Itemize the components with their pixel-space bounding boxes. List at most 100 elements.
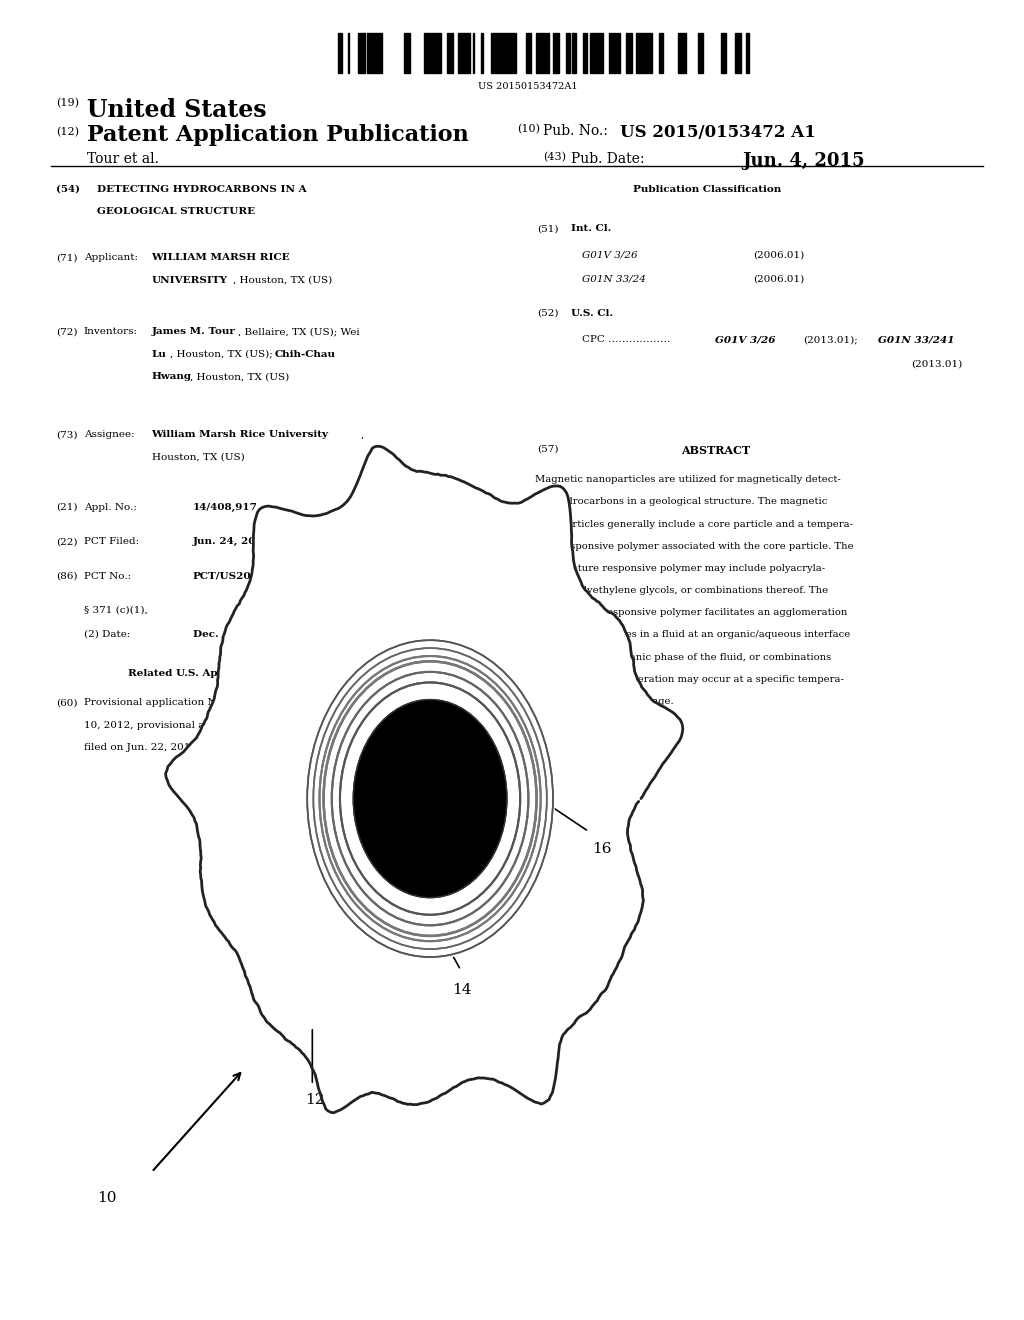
- Text: Jun. 24, 2013: Jun. 24, 2013: [193, 537, 270, 546]
- Bar: [378, 33, 382, 73]
- Text: (19): (19): [56, 98, 79, 108]
- Circle shape: [305, 638, 555, 960]
- Bar: [659, 33, 664, 73]
- Bar: [496, 33, 499, 73]
- Text: temperature responsive polymer facilitates an agglomeration: temperature responsive polymer facilitat…: [535, 609, 847, 618]
- Bar: [590, 33, 596, 73]
- Bar: [609, 33, 611, 73]
- Text: (2) Date:: (2) Date:: [84, 630, 130, 639]
- Text: Houston, TX (US): Houston, TX (US): [152, 453, 245, 462]
- Text: Int. Cl.: Int. Cl.: [571, 224, 611, 234]
- Bar: [427, 33, 432, 73]
- Text: 10: 10: [97, 1191, 117, 1205]
- Bar: [697, 33, 700, 73]
- Text: 14/408,917: 14/408,917: [193, 503, 257, 512]
- Bar: [499, 33, 504, 73]
- Text: William Marsh Rice University: William Marsh Rice University: [152, 430, 329, 440]
- Bar: [678, 33, 681, 73]
- Text: Assignee:: Assignee:: [84, 430, 134, 440]
- Bar: [700, 33, 703, 73]
- Bar: [504, 33, 510, 73]
- Text: (21): (21): [56, 503, 78, 512]
- Text: 16: 16: [592, 842, 611, 857]
- Text: Applicant:: Applicant:: [84, 253, 138, 263]
- Text: Appl. No.:: Appl. No.:: [84, 503, 137, 512]
- Bar: [338, 33, 342, 73]
- Text: (2013.01);: (2013.01);: [803, 335, 857, 345]
- Bar: [364, 33, 366, 73]
- Text: (73): (73): [56, 430, 78, 440]
- Bar: [735, 33, 738, 73]
- Bar: [636, 33, 642, 73]
- Text: 12: 12: [305, 1093, 325, 1107]
- Bar: [432, 33, 438, 73]
- Text: Lu: Lu: [152, 350, 167, 359]
- Bar: [467, 33, 470, 73]
- Bar: [492, 33, 496, 73]
- Text: US 2015/0153472 A1: US 2015/0153472 A1: [620, 124, 815, 141]
- Bar: [424, 33, 427, 73]
- Bar: [617, 33, 621, 73]
- Text: Chih-Chau: Chih-Chau: [274, 350, 336, 359]
- Text: ture responsive polymer associated with the core particle. The: ture responsive polymer associated with …: [535, 541, 853, 550]
- Bar: [626, 33, 632, 73]
- Bar: [543, 33, 549, 73]
- Text: Inventors:: Inventors:: [84, 327, 138, 337]
- Text: PCT/US2013/047425: PCT/US2013/047425: [193, 572, 312, 581]
- Text: Hwang: Hwang: [152, 372, 191, 381]
- Text: , Houston, TX (US);: , Houston, TX (US);: [170, 350, 272, 359]
- Text: GEOLOGICAL STRUCTURE: GEOLOGICAL STRUCTURE: [97, 207, 255, 216]
- Text: (10): (10): [517, 124, 540, 135]
- Text: ing hydrocarbons in a geological structure. The magnetic: ing hydrocarbons in a geological structu…: [535, 498, 827, 507]
- Bar: [613, 33, 616, 73]
- Text: (52): (52): [538, 309, 559, 318]
- Bar: [724, 33, 726, 73]
- Bar: [681, 33, 686, 73]
- Text: (22): (22): [56, 537, 78, 546]
- Text: (54): (54): [56, 185, 80, 194]
- Bar: [358, 33, 364, 73]
- Bar: [460, 33, 461, 73]
- Bar: [438, 33, 441, 73]
- Text: 14: 14: [453, 983, 472, 998]
- Bar: [646, 33, 652, 73]
- Polygon shape: [166, 446, 683, 1113]
- Circle shape: [342, 685, 518, 912]
- Text: Publication Classification: Publication Classification: [633, 185, 781, 194]
- Bar: [553, 33, 559, 73]
- Text: (57): (57): [538, 445, 559, 454]
- Text: Provisional application No. 61/681,743, filed on Aug.: Provisional application No. 61/681,743, …: [84, 698, 362, 708]
- Text: (51): (51): [538, 224, 559, 234]
- Text: , Houston, TX (US): , Houston, TX (US): [190, 372, 290, 381]
- Bar: [403, 33, 410, 73]
- Text: (86): (86): [56, 572, 78, 581]
- Text: US 20150153472A1: US 20150153472A1: [477, 82, 578, 91]
- Bar: [536, 33, 539, 73]
- Text: WILLIAM MARSH RICE: WILLIAM MARSH RICE: [152, 253, 290, 263]
- Text: G01N 33/24: G01N 33/24: [582, 275, 645, 284]
- Text: , Houston, TX (US): , Houston, TX (US): [233, 276, 333, 285]
- Text: of the nanoparticles in a fluid at an organic/aqueous interface: of the nanoparticles in a fluid at an or…: [535, 631, 850, 639]
- Bar: [481, 33, 482, 73]
- Text: G01V 3/26: G01V 3/26: [715, 335, 775, 345]
- Text: (2006.01): (2006.01): [753, 275, 804, 284]
- Bar: [746, 33, 750, 73]
- Text: Tour et al.: Tour et al.: [87, 152, 159, 166]
- Text: Jun. 4, 2015: Jun. 4, 2015: [742, 152, 865, 170]
- Text: ABSTRACT: ABSTRACT: [681, 445, 751, 455]
- Text: ,: ,: [360, 430, 364, 440]
- Bar: [566, 33, 570, 73]
- Text: PCT Filed:: PCT Filed:: [84, 537, 139, 546]
- Text: PCT No.:: PCT No.:: [84, 572, 131, 581]
- Text: filed on Jun. 22, 2012.: filed on Jun. 22, 2012.: [84, 743, 201, 752]
- Bar: [473, 33, 474, 73]
- Bar: [446, 33, 453, 73]
- Bar: [642, 33, 646, 73]
- Text: Related U.S. Application Data: Related U.S. Application Data: [128, 669, 299, 678]
- Text: mides, polyethylene glycols, or combinations thereof. The: mides, polyethylene glycols, or combinat…: [535, 586, 827, 595]
- Text: G01V 3/26: G01V 3/26: [582, 251, 637, 260]
- Text: Dec. 17, 2014: Dec. 17, 2014: [193, 630, 272, 639]
- Text: Patent Application Publication: Patent Application Publication: [87, 124, 469, 147]
- Text: UNIVERSITY: UNIVERSITY: [152, 276, 227, 285]
- Text: CPC ………………: CPC ………………: [582, 335, 670, 345]
